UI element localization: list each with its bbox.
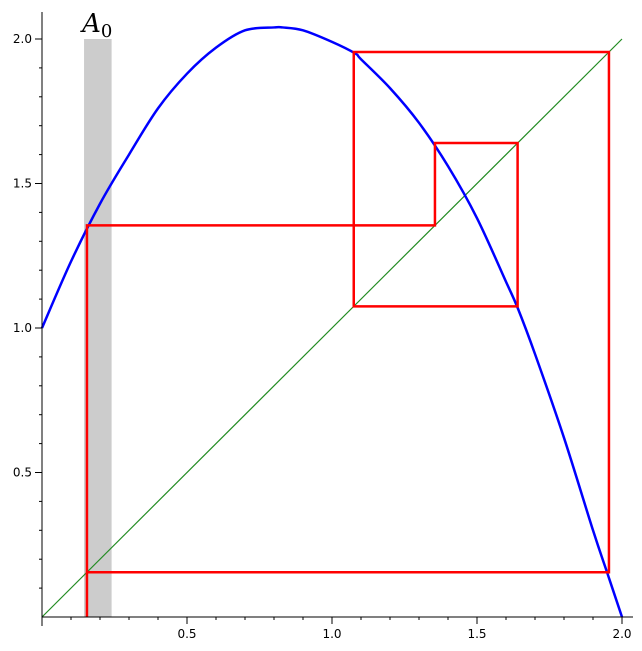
y-tick-label: 1.0 xyxy=(13,321,32,335)
diagonal-line xyxy=(41,38,623,618)
x-tick-label: 1.5 xyxy=(467,627,486,641)
shaded-region-layer xyxy=(84,39,112,617)
annotation-label: A0 xyxy=(80,9,112,42)
y-tick-label: 2.0 xyxy=(13,32,32,46)
curve-line xyxy=(40,25,624,618)
x-tick-label: 0.5 xyxy=(177,627,196,641)
x-tick-label: 1.0 xyxy=(322,627,341,641)
x-tick-label: 2.0 xyxy=(612,627,631,641)
annotation-base: A xyxy=(80,9,101,39)
series-layer xyxy=(40,25,624,618)
shaded-region xyxy=(84,39,112,617)
y-tick-label: 1.5 xyxy=(13,177,32,191)
annotation-subscript: 0 xyxy=(101,21,112,42)
annotation-layer: A0 xyxy=(80,9,112,42)
y-tick-label: 0.5 xyxy=(13,466,32,480)
axes-layer: 0.5 1.0 1.5 2.0 0.5 1.0 1.5 2.0 xyxy=(13,12,633,641)
cobweb-line xyxy=(85,50,611,617)
